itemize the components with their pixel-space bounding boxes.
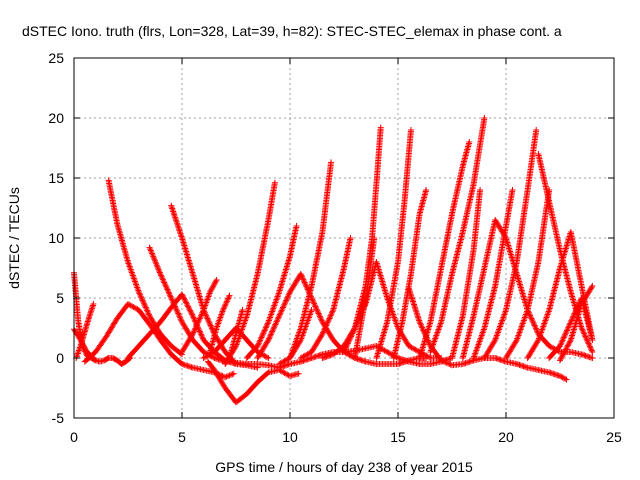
data-points-layer bbox=[71, 115, 596, 406]
chart-title: dSTEC Iono. truth (flrs, Lon=328, Lat=39… bbox=[22, 23, 562, 39]
series-markers bbox=[351, 235, 378, 361]
grid-lines bbox=[74, 58, 614, 418]
x-tick-label: 15 bbox=[390, 429, 406, 445]
y-tick-label: 25 bbox=[48, 50, 64, 66]
series-markers bbox=[207, 292, 233, 355]
data-series-20 bbox=[297, 235, 354, 361]
x-tick-label: 0 bbox=[70, 429, 78, 445]
y-tick-label: 15 bbox=[48, 170, 64, 186]
series-markers bbox=[297, 235, 354, 361]
series-markers bbox=[557, 283, 596, 364]
data-series-14 bbox=[226, 307, 246, 361]
data-series-25 bbox=[390, 187, 430, 361]
data-series-19 bbox=[287, 159, 334, 361]
series-markers bbox=[373, 127, 414, 361]
series-markers bbox=[390, 187, 430, 361]
series-markers bbox=[503, 187, 553, 361]
series-markers bbox=[449, 187, 484, 361]
data-series-27 bbox=[416, 139, 473, 361]
series-markers bbox=[470, 187, 516, 361]
data-series-29 bbox=[449, 187, 484, 361]
y-axis-label: dSTEC / TECUs bbox=[6, 187, 22, 289]
data-series-24 bbox=[373, 127, 414, 361]
series-markers bbox=[427, 115, 488, 355]
series-markers bbox=[405, 285, 570, 383]
x-tick-label: 20 bbox=[498, 429, 514, 445]
data-series-9 bbox=[179, 277, 220, 355]
data-series-16 bbox=[243, 223, 300, 361]
series-markers bbox=[481, 127, 540, 361]
series-markers bbox=[416, 139, 473, 361]
y-tick-label: -5 bbox=[52, 410, 65, 426]
data-series-12 bbox=[204, 358, 302, 406]
x-tick-label: 5 bbox=[178, 429, 186, 445]
series-markers bbox=[179, 277, 220, 355]
data-series-31 bbox=[470, 187, 516, 361]
data-series-23 bbox=[351, 235, 378, 361]
data-series-28 bbox=[427, 115, 488, 355]
data-series-37 bbox=[557, 283, 596, 364]
data-series-11 bbox=[207, 292, 233, 355]
series-markers bbox=[243, 223, 300, 361]
series-markers bbox=[287, 159, 334, 361]
data-series-33 bbox=[503, 187, 553, 361]
data-series-32 bbox=[481, 127, 540, 361]
x-axis-label: GPS time / hours of day 238 of year 2015 bbox=[215, 459, 473, 475]
x-tick-label: 10 bbox=[282, 429, 298, 445]
series-markers bbox=[459, 217, 596, 361]
series-markers bbox=[105, 177, 185, 358]
data-series-5 bbox=[105, 177, 185, 358]
y-tick-label: 0 bbox=[56, 350, 64, 366]
series-markers bbox=[204, 358, 302, 406]
y-tick-label: 5 bbox=[56, 290, 64, 306]
tick-marks: 0 5 10 15 20 25 -5 0 5 10 15 20 25 bbox=[48, 50, 622, 445]
data-series-30 bbox=[459, 217, 596, 361]
y-tick-label: 20 bbox=[48, 110, 64, 126]
data-series-26 bbox=[405, 285, 570, 383]
x-tick-label: 25 bbox=[606, 429, 622, 445]
y-tick-label: 10 bbox=[48, 230, 64, 246]
series-markers bbox=[226, 307, 246, 361]
